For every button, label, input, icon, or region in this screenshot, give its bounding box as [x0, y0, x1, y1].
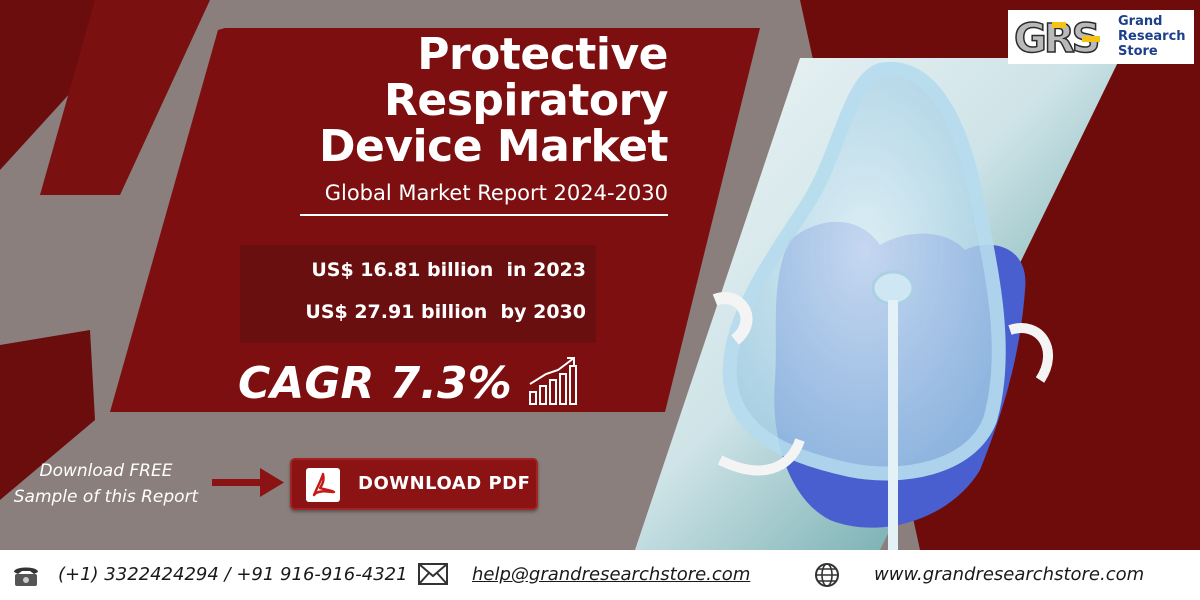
market-size-box: US$ 16.81 billion in 2023 US$ 27.91 bill…: [240, 245, 596, 343]
cagr-label: CAGR 7.3%: [238, 358, 512, 409]
report-subtitle: Global Market Report 2024-2030: [324, 181, 668, 205]
website-link[interactable]: www.grandresearchstore.com: [874, 564, 1145, 585]
phone-numbers[interactable]: (+1) 3322424294 / +91 916-916-4321: [58, 564, 408, 585]
market-size-2030: US$ 27.91 billion by 2030: [305, 301, 586, 323]
grand-research-store-logo: GRS Grand Research Store: [1008, 10, 1194, 64]
contact-footer: (+1) 3322424294 / +91 916-916-4321 help@…: [0, 550, 1200, 600]
email-link[interactable]: help@grandresearchstore.com: [472, 564, 751, 585]
download-prompt-line-1: Download FREE: [39, 461, 173, 481]
grs-logo-mark-icon: GRS: [1012, 14, 1112, 60]
title-line-3: Device Market: [318, 121, 669, 172]
logo-word-3: Store: [1118, 44, 1158, 59]
logo-word-1: Grand: [1118, 14, 1163, 29]
market-size-2023: US$ 16.81 billion in 2023: [311, 259, 586, 281]
download-pdf-label: DOWNLOAD PDF: [358, 473, 531, 494]
download-prompt-line-2: Sample of this Report: [13, 487, 199, 507]
telephone-icon: [14, 567, 38, 586]
right-arrow-icon: [212, 468, 284, 497]
logo-word-2: Research: [1118, 29, 1186, 44]
download-pdf-button[interactable]: DOWNLOAD PDF: [290, 458, 538, 510]
pdf-icon: [306, 468, 340, 502]
download-prompt: Download FREE Sample of this Report: [0, 458, 212, 510]
title-line-2: Respiratory: [383, 75, 669, 126]
envelope-icon: [418, 563, 448, 585]
report-title: Protective Respiratory Device Market: [148, 29, 669, 172]
logo-wordmark: Grand Research Store: [1118, 14, 1186, 59]
subtitle-divider: [300, 214, 668, 216]
title-line-1: Protective: [417, 29, 668, 80]
globe-icon: [815, 563, 839, 587]
bar-chart-growth-icon: [529, 357, 577, 405]
